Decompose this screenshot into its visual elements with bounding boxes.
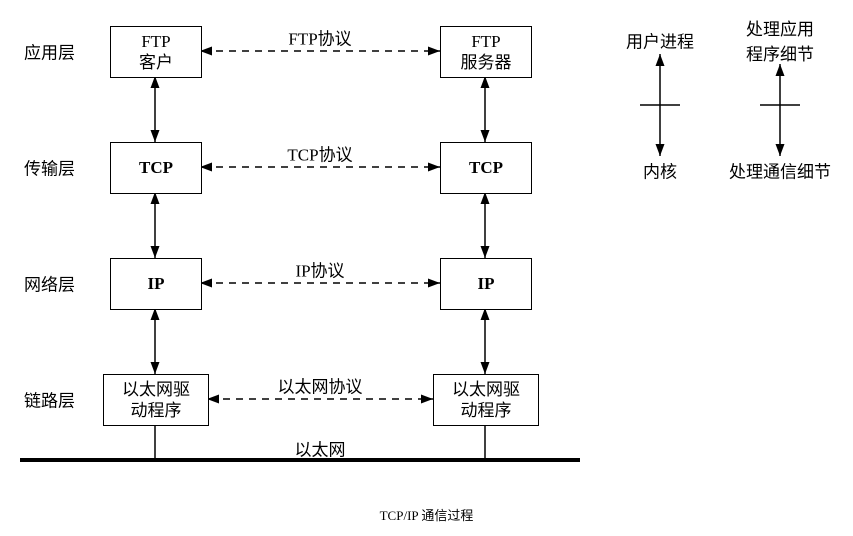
layer-box-right-0: FTP服务器 — [440, 26, 532, 78]
layer-label-1: 传输层 — [24, 155, 75, 180]
layer-label-0: 应用层 — [24, 39, 75, 64]
layer-box-left-1: TCP — [110, 142, 202, 194]
ethernet-label: 以太网 — [295, 436, 346, 461]
side-bottom-detail: 处理通信细节 — [729, 158, 831, 183]
side-top-detail: 处理应用程序细节 — [746, 15, 814, 65]
layer-box-left-0: FTP客户 — [110, 26, 202, 78]
protocol-label-3: 以太网协议 — [278, 373, 363, 398]
layer-label-3: 链路层 — [24, 387, 75, 412]
layer-box-right-1: TCP — [440, 142, 532, 194]
figure-caption: TCP/IP 通信过程 — [380, 505, 474, 524]
layer-box-right-2: IP — [440, 258, 532, 310]
layer-label-2: 网络层 — [24, 271, 75, 296]
side-bottom-user-kernel: 内核 — [643, 158, 677, 183]
layer-box-left-3: 以太网驱动程序 — [103, 374, 209, 426]
protocol-label-2: IP协议 — [295, 257, 344, 282]
protocol-label-1: TCP协议 — [287, 141, 352, 166]
layer-box-right-3: 以太网驱动程序 — [433, 374, 539, 426]
side-top-user-kernel: 用户进程 — [626, 28, 694, 53]
protocol-label-0: FTP协议 — [288, 25, 351, 50]
layer-box-left-2: IP — [110, 258, 202, 310]
